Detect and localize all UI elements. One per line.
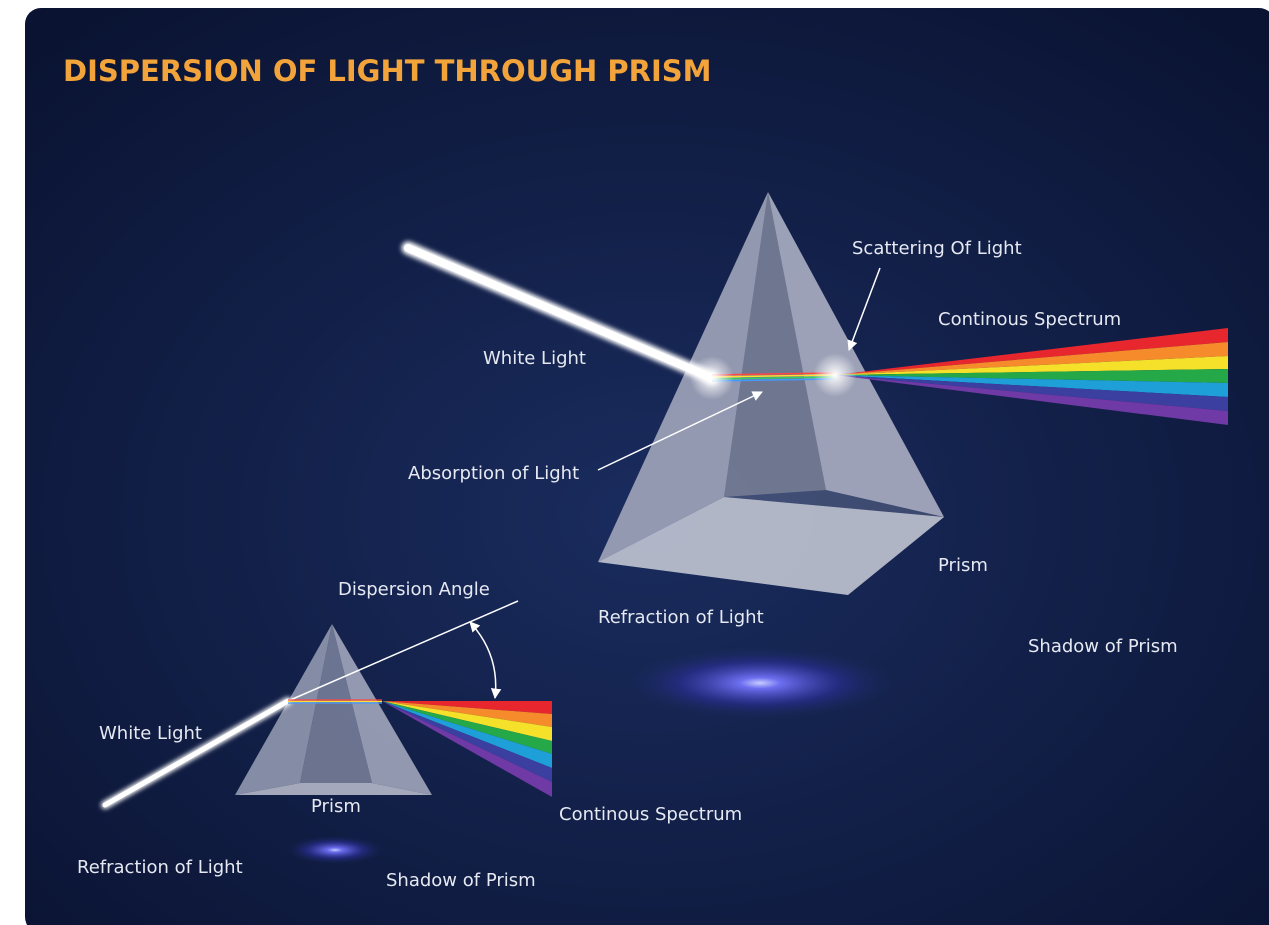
diagram: DISPERSION OF LIGHT THROUGH PRISM	[0, 0, 1269, 925]
label: Dispersion Angle	[338, 579, 490, 600]
flare	[690, 356, 734, 400]
label: Shadow of Prism	[386, 870, 536, 891]
shadow-large	[625, 647, 895, 719]
page: DISPERSION OF LIGHT THROUGH PRISM	[0, 0, 1269, 925]
label: Continous Spectrum	[938, 309, 1121, 330]
label: Refraction of Light	[598, 607, 764, 628]
title: DISPERSION OF LIGHT THROUGH PRISM	[63, 54, 712, 88]
label: Scattering Of Light	[852, 238, 1022, 259]
label: Refraction of Light	[77, 857, 243, 878]
flare	[813, 353, 857, 397]
shadow-small	[287, 836, 383, 864]
label: Shadow of Prism	[1028, 636, 1178, 657]
label: Absorption of Light	[408, 463, 579, 484]
label: Prism	[938, 555, 988, 576]
label: White Light	[483, 348, 586, 369]
inner-rainbow	[288, 700, 382, 703]
label: White Light	[99, 723, 202, 744]
label: Prism	[311, 796, 361, 817]
label: Continous Spectrum	[559, 804, 742, 825]
